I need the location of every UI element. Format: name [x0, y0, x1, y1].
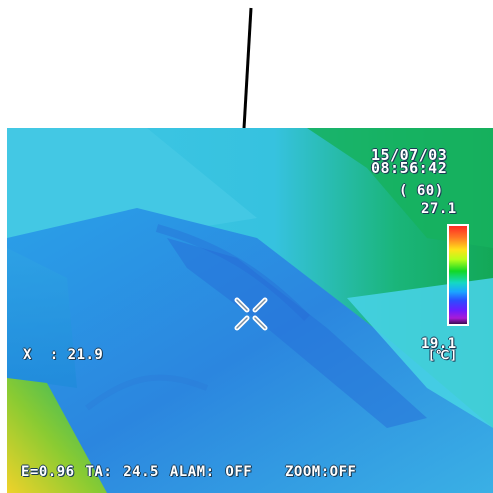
spot-temperature-readout: X : 21.9: [23, 347, 104, 363]
thermal-background: [7, 128, 493, 493]
timestamp-date: 15/07/03: [371, 146, 448, 164]
color-scale-bar: [447, 224, 469, 326]
scale-min-label: 19.1: [421, 336, 457, 352]
thermal-image: 15/07/03 08:56:42 ( 60) 27.1 19.1 [℃] X …: [7, 128, 493, 493]
scale-max-label: 27.1: [421, 201, 457, 217]
status-line: E=0.96 TA: 24.5 ALAM: OFF ZOOM:OFF: [21, 464, 357, 480]
crosshair-icon: [234, 297, 268, 331]
emissivity-setting: ( 60): [399, 183, 444, 199]
timestamp-time: 08:56:42: [371, 159, 448, 177]
temperature-unit-label: [℃]: [428, 348, 458, 362]
